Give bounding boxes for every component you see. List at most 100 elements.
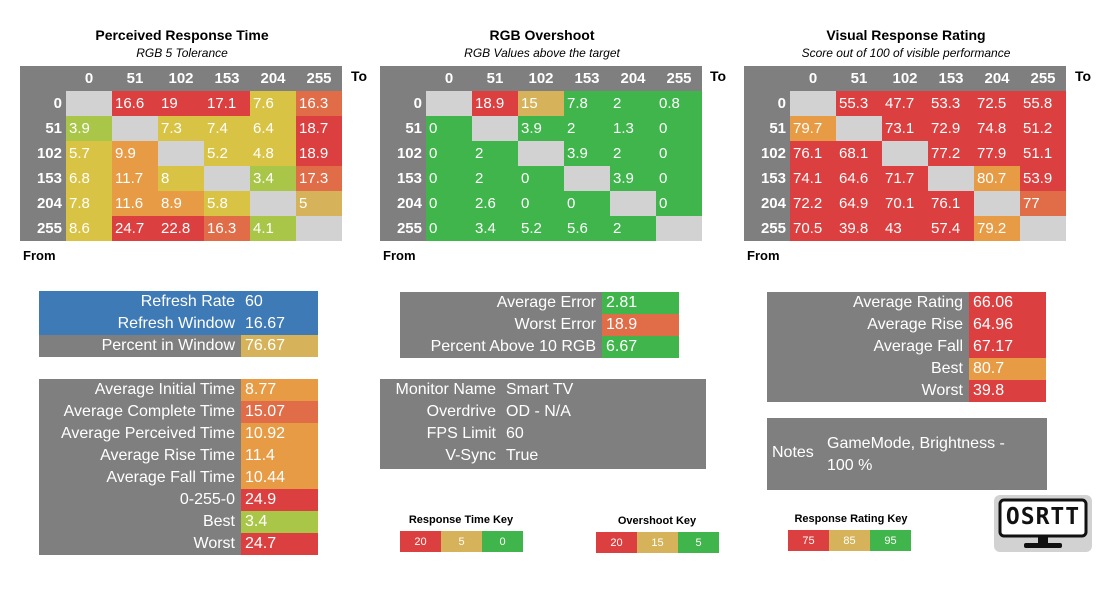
stat-value: 66.06 [969, 292, 1046, 314]
stat-value: 11.4 [241, 445, 318, 467]
row-header: 204 [396, 195, 422, 212]
refresh-table: Refresh Rate 60 Refresh Window 16.67 Percent… [39, 291, 318, 357]
heatmap-cell: 0 [564, 191, 610, 216]
monitor-table: Monitor Name Smart TV Overdrive OD - N/A FPS… [380, 379, 706, 469]
row-header: 255 [760, 220, 786, 237]
row-header: 153 [760, 170, 786, 187]
from-label: From [23, 248, 56, 263]
stat-label: Average Complete Time [63, 403, 235, 420]
key-swatch: 95 [870, 530, 911, 551]
heatmap-cell: 7.6 [250, 91, 296, 116]
heatmap-cell: 2 [564, 116, 610, 141]
key-swatch: 5 [678, 532, 719, 553]
column-header: 204 [260, 70, 286, 87]
row-header: 255 [396, 220, 422, 237]
stat-label: Worst [193, 535, 235, 552]
heatmap-cell: 0 [426, 191, 472, 216]
stat-label: Average Fall [873, 338, 963, 355]
heatmap-diagonal-cell [656, 216, 702, 241]
heatmap-cell: 2.6 [472, 191, 518, 216]
heatmap-cell: 7.4 [204, 116, 250, 141]
heatmap-cell: 76.1 [790, 141, 836, 166]
heatmap-diagonal-cell [928, 166, 974, 191]
heatmap-cell: 16.6 [112, 91, 158, 116]
heatmap-diagonal-cell [1020, 216, 1066, 241]
stat-label: Average Initial Time [94, 381, 235, 398]
heatmap-cell: 11.6 [112, 191, 158, 216]
column-header: 204 [984, 70, 1010, 87]
heatmap-diagonal-cell [296, 216, 342, 241]
stat-label: Refresh Rate [39, 291, 241, 313]
heatmap-diagonal-cell [882, 141, 928, 166]
heatmap-cell: 3.9 [518, 116, 564, 141]
column-header: 51 [486, 70, 504, 87]
heatmap-cell: 5.2 [518, 216, 564, 241]
stat-label: Percent in Window [39, 335, 241, 357]
heatmap-cell: 8 [158, 166, 204, 191]
heatmap-cell: 3.9 [610, 166, 656, 191]
row-header: 0 [413, 95, 422, 112]
stat-value: 24.9 [241, 489, 318, 511]
rating-table: Average Rating 66.06 Average Rise 64.96 Aver… [767, 292, 1046, 402]
heatmap-cell: 15 [518, 91, 564, 116]
heatmap-cell: 18.9 [472, 91, 518, 116]
overshoot-key-title: Overshoot Key [617, 515, 697, 527]
heatmap-corner [20, 66, 66, 91]
stat-label: Average Perceived Time [60, 425, 235, 442]
notes-box: Notes GameMode, Brightness - 100 % [767, 418, 1047, 490]
time-table: Average Initial Time 8.77 Average Complete… [39, 379, 318, 555]
row-header: 102 [396, 145, 422, 162]
heatmap-cell: 64.6 [836, 166, 882, 191]
stat-value: 39.8 [969, 380, 1046, 402]
heatmap-diagonal-cell [610, 191, 656, 216]
heatmap-cell: 7.8 [564, 91, 610, 116]
heatmap-cell: 77 [1020, 191, 1066, 216]
heatmap-cell: 77.9 [974, 141, 1020, 166]
from-label: From [747, 248, 780, 263]
stat-value: 8.77 [241, 379, 318, 401]
heatmap-diagonal-cell [564, 166, 610, 191]
heatmap-cell: 3.9 [66, 116, 112, 141]
heatmap-cell: 71.7 [882, 166, 928, 191]
column-header: 51 [126, 70, 144, 87]
error-table: Average Error 2.81 Worst Error 18.9 Percent … [400, 292, 679, 358]
heatmap-cell: 18.7 [296, 116, 342, 141]
overshoot-key: 20 15 5 [596, 532, 719, 553]
stat-label: Average Rise Time [100, 447, 235, 464]
stat-value: 3.4 [241, 511, 318, 533]
row-header: 51 [405, 120, 422, 137]
to-label: To [1075, 68, 1092, 84]
row-header: 51 [45, 120, 62, 137]
heatmap-cell: 0 [656, 141, 702, 166]
heatmap-cell: 8.9 [158, 191, 204, 216]
chart-title-overshoot: RGB Overshoot [489, 27, 595, 43]
heatmap-cell: 0 [426, 116, 472, 141]
stat-value: 60 [241, 291, 318, 313]
column-header: 204 [620, 70, 646, 87]
osrtt-logo: OSRTT [994, 495, 1092, 552]
heatmap-cell: 3.4 [472, 216, 518, 241]
logo-text: OSRTT [1005, 504, 1081, 530]
heatmap-cell: 72.9 [928, 116, 974, 141]
stat-label: Worst [921, 382, 963, 399]
notes-label: Notes [772, 444, 814, 461]
stat-label: FPS Limit [426, 425, 496, 442]
row-header: 0 [53, 95, 62, 112]
heatmap-diagonal-cell [158, 141, 204, 166]
column-header: 255 [1030, 70, 1056, 87]
heatmap-cell: 51.1 [1020, 141, 1066, 166]
heatmap-cell: 0 [656, 116, 702, 141]
heatmap-diagonal-cell [66, 91, 112, 116]
heatmap-cell: 43 [882, 216, 928, 241]
stat-value: 60 [506, 425, 524, 442]
chart-subtitle-rating: Score out of 100 of visible performance [801, 46, 1011, 60]
row-header: 255 [36, 220, 62, 237]
response-time-key-title: Response Time Key [408, 514, 514, 526]
heatmap-cell: 2 [610, 91, 656, 116]
stat-label: Worst Error [514, 316, 596, 333]
heatmap-cell: 0 [426, 141, 472, 166]
chart-subtitle-overshoot: RGB Values above the target [464, 46, 620, 60]
stat-value: 24.7 [241, 533, 318, 555]
rating-key-title: Response Rating Key [794, 513, 908, 525]
heatmap-cell: 2 [610, 141, 656, 166]
